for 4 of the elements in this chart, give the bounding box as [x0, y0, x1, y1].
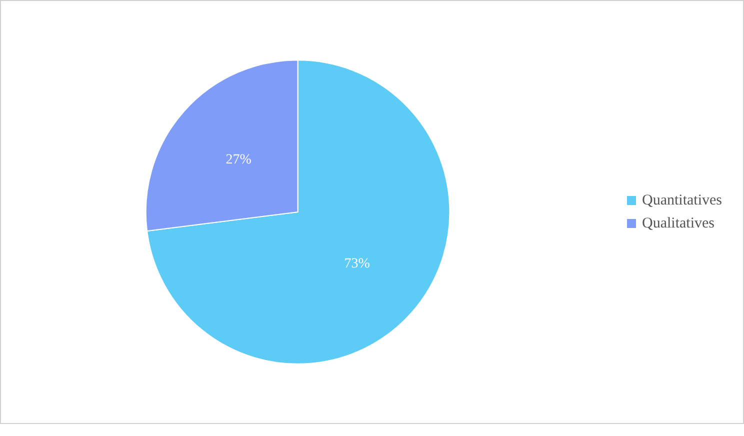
legend-label: Qualitatives	[642, 216, 715, 232]
data-label: 27%	[226, 152, 252, 168]
data-label: 73%	[344, 256, 370, 272]
legend-label: Quantitatives	[642, 192, 722, 208]
